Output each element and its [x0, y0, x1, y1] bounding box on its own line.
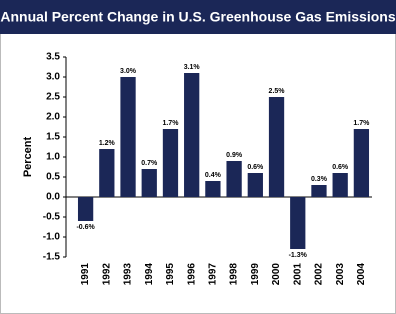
- y-tick-label: 0.5: [46, 172, 60, 183]
- y-tick-label: -1.0: [43, 232, 61, 243]
- y-tick-label: 2.5: [46, 92, 60, 103]
- value-label: 0.9%: [226, 152, 243, 159]
- x-tick-label: 1998: [229, 263, 240, 286]
- x-tick-label: 1996: [186, 263, 197, 286]
- value-label: 3.0%: [120, 68, 137, 75]
- bar: [99, 149, 115, 197]
- x-tick-label: 1995: [165, 263, 176, 286]
- x-tick-label: 1993: [123, 263, 134, 286]
- y-tick-label: 1.5: [46, 132, 60, 143]
- x-tick-label: 2000: [271, 263, 282, 286]
- y-tick-label: 3.0: [46, 72, 60, 83]
- y-tick-label: -1.5: [43, 252, 61, 263]
- value-label: 3.1%: [184, 64, 201, 71]
- bar: [311, 185, 327, 197]
- chart-title: Annual Percent Change in U.S. Greenhouse…: [0, 9, 395, 25]
- y-tick-label: -0.5: [43, 212, 61, 223]
- value-label: 0.6%: [247, 164, 264, 171]
- value-label: 1.7%: [353, 120, 370, 127]
- y-tick-label: 2.0: [46, 112, 60, 123]
- bar: [226, 161, 242, 197]
- value-label: 2.5%: [269, 88, 286, 95]
- bar: [77, 197, 94, 221]
- x-tick-label: 1999: [250, 263, 261, 286]
- x-tick-label: 1991: [80, 263, 91, 286]
- value-label: 1.2%: [99, 140, 116, 147]
- y-axis-label: Percent: [22, 136, 34, 177]
- x-tick-label: 1994: [144, 263, 155, 286]
- bar: [120, 77, 136, 197]
- bar: [268, 97, 285, 197]
- x-tick-label: 2001: [292, 263, 303, 286]
- bar: [290, 197, 306, 249]
- bar: [141, 169, 157, 197]
- bar: [247, 173, 263, 197]
- value-label: 0.3%: [311, 176, 328, 183]
- y-tick-label: 0.0: [46, 192, 60, 203]
- bar: [184, 73, 200, 197]
- bar: [332, 173, 348, 197]
- x-tick-label: 2002: [314, 263, 325, 286]
- x-tick-label: 2004: [356, 263, 367, 286]
- value-label: 0.4%: [205, 172, 222, 179]
- value-label: 0.6%: [332, 164, 349, 171]
- bar: [353, 129, 370, 197]
- value-label: -1.3%: [289, 252, 308, 259]
- x-tick-label: 1997: [208, 263, 219, 286]
- y-tick-label: 1.0: [46, 152, 60, 163]
- value-label: 1.7%: [162, 120, 179, 127]
- y-tick-label: 3.5: [46, 52, 60, 63]
- value-label: 0.7%: [141, 160, 158, 167]
- x-tick-label: 1992: [101, 263, 112, 286]
- bar: [162, 129, 179, 197]
- x-tick-label: 2003: [335, 263, 346, 286]
- value-label: -0.6%: [76, 224, 95, 231]
- title-bar: [0, 0, 396, 34]
- bar: [205, 181, 221, 197]
